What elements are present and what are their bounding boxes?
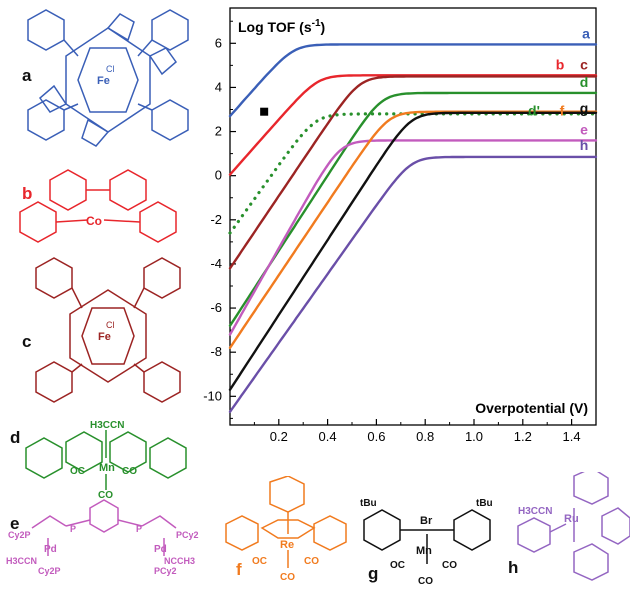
series-g xyxy=(228,111,598,391)
molecule-g: tBu tBu Br Mn OC CO CO xyxy=(360,498,493,587)
y-tick-label: -4 xyxy=(210,256,222,271)
molecule-e-letter: e xyxy=(10,514,20,533)
molecule-c: Fe Cl xyxy=(35,257,181,403)
molecule-e-cy2p-2: Cy2P xyxy=(38,566,61,576)
series-h xyxy=(228,155,598,413)
molecule-g-tbu-right: tBu xyxy=(476,498,493,509)
molecule-f-letter: f xyxy=(236,560,242,579)
x-tick-label: 0.6 xyxy=(367,429,385,444)
molecule-e-ligand-left: H3CCN xyxy=(6,556,37,566)
molecule-a-letter: a xyxy=(22,66,32,85)
molecule-f-co-left: OC xyxy=(252,556,267,567)
x-axis: 0.2 0.4 0.6 0.8 1.0 1.2 1.4 xyxy=(253,419,597,444)
molecule-a-metal-label: Fe xyxy=(97,75,110,87)
molecule-e-p-2: P xyxy=(136,524,142,534)
molecule-d-co-right: CO xyxy=(122,466,137,477)
series-b xyxy=(228,74,598,176)
series-label-g: g xyxy=(580,100,589,116)
molecule-b-metal-label: Co xyxy=(86,214,102,228)
series-dprime xyxy=(228,112,598,235)
y-tick-label: -2 xyxy=(210,212,222,227)
x-tick-label: 0.4 xyxy=(319,429,337,444)
y-tick-label: -10 xyxy=(203,388,222,403)
y-tick-label: -6 xyxy=(210,300,222,315)
molecule-e-cy2p-1: Cy2P xyxy=(8,530,31,540)
molecule-c-metal-label: Fe xyxy=(98,331,111,343)
molecule-g-letter: g xyxy=(368,564,379,583)
molecule-d-top-ligand: H3CCN xyxy=(90,420,124,431)
molecule-h-metal-label: Ru xyxy=(564,513,579,525)
x-tick-label: 0.2 xyxy=(270,429,288,444)
y-tick-label: 6 xyxy=(215,35,222,50)
y-tick-label: 2 xyxy=(215,124,222,139)
molecule-c-axial-label: Cl xyxy=(106,320,115,330)
molecule-g-metal-label: Mn xyxy=(416,545,432,557)
series-label-e: e xyxy=(580,121,588,137)
series-f xyxy=(228,110,598,349)
series-group xyxy=(228,43,598,413)
molecule-f-co-right: CO xyxy=(304,556,319,567)
molecule-g-co-bottom: CO xyxy=(418,576,433,587)
molecule-g-co-right: CO xyxy=(442,560,457,571)
molecule-g-tbu-left: tBu xyxy=(360,498,377,509)
molecule-f-metal-label: Re xyxy=(280,539,294,551)
y-tick-label: -8 xyxy=(210,344,222,359)
y-axis: 6 4 2 0 -2 -4 -6 -8 -10 xyxy=(203,20,236,419)
molecule-b: Co xyxy=(19,169,177,243)
molecule-d-metal-label: Mn xyxy=(99,462,115,474)
x-tick-label: 1.2 xyxy=(514,429,532,444)
molecule-e: Cy2P P P PCy2 Pd Pd H3CCN NCCH3 Cy2P PCy… xyxy=(6,499,199,576)
molecule-c-letter: c xyxy=(22,332,32,351)
x-axis-title: Overpotential (V) xyxy=(475,400,588,416)
plot-frame xyxy=(229,7,597,426)
x-tick-label: 1.4 xyxy=(563,429,581,444)
molecule-e-pd-right: Pd xyxy=(154,544,167,555)
x-tick-label: 1.0 xyxy=(465,429,483,444)
molecule-d-letter: d xyxy=(10,428,21,447)
y-axis-title: Log TOF (s-1) xyxy=(238,18,325,35)
molecule-d-co-left: OC xyxy=(70,466,85,477)
series-label-d: d xyxy=(580,74,589,90)
molecule-g-co-left: OC xyxy=(390,560,405,571)
series-c xyxy=(228,75,598,270)
molecule-h-letter: h xyxy=(508,558,519,577)
y-tick-label: 0 xyxy=(215,168,222,183)
series-d xyxy=(228,91,598,327)
series-label-h: h xyxy=(580,137,589,153)
series-label-dprime: d' xyxy=(528,102,540,118)
molecule-g-axial-label: Br xyxy=(420,515,433,527)
series-a xyxy=(228,43,598,118)
series-e xyxy=(228,139,598,336)
molecule-h: Ru H3CCN xyxy=(517,472,630,581)
molecule-a: Fe Cl xyxy=(27,9,189,147)
series-label-b: b xyxy=(556,56,565,72)
molecule-d-co-bottom: CO xyxy=(98,490,113,500)
marker-square xyxy=(260,107,269,116)
x-tick-label: 0.8 xyxy=(416,429,434,444)
molecule-d: H3CCN Mn OC CO CO xyxy=(25,420,187,500)
series-label-c: c xyxy=(580,56,588,72)
molecule-e-pd-left: Pd xyxy=(44,544,57,555)
molecule-b-letter: b xyxy=(22,184,33,203)
molecule-e-pcy2-2: PCy2 xyxy=(154,566,177,576)
y-tick-label: 4 xyxy=(215,79,222,94)
molecule-h-ligand: H3CCN xyxy=(518,506,552,517)
molecule-f-co-bottom: CO xyxy=(280,572,295,583)
molecule-e-pcy2-1: PCy2 xyxy=(176,530,199,540)
series-label-group: a b cd d' f geh xyxy=(528,25,590,153)
molecule-a-axial-label: Cl xyxy=(106,64,115,74)
series-label-f: f xyxy=(560,102,565,118)
molecule-f: Re OC CO CO xyxy=(225,476,347,583)
molecule-e-ligand-right: NCCH3 xyxy=(164,556,195,566)
molecule-e-p-1: P xyxy=(70,524,76,534)
series-label-a: a xyxy=(582,25,590,41)
